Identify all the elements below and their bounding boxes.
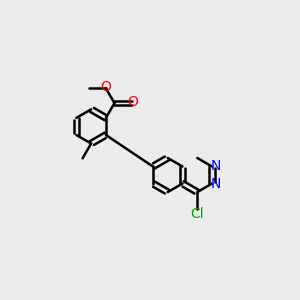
- Text: N: N: [211, 160, 221, 173]
- Text: N: N: [211, 177, 221, 190]
- Text: O: O: [100, 80, 111, 94]
- Text: Cl: Cl: [190, 208, 204, 221]
- Text: O: O: [128, 94, 138, 109]
